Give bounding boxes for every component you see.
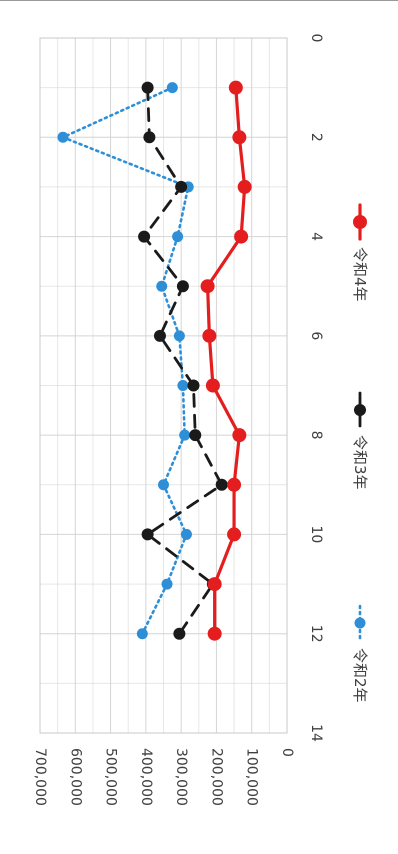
legend-marker	[354, 617, 366, 629]
y-tick-label: 0	[279, 748, 295, 757]
data-point	[138, 230, 151, 243]
y-tick-label: 600,000	[67, 748, 83, 806]
x-axis-tick-labels: 0 2 4 6 8 10 12 14	[308, 34, 324, 742]
y-tick-label: 100,000	[244, 748, 260, 806]
y-tick-label: 500,000	[103, 748, 119, 806]
data-point	[232, 130, 247, 145]
data-point	[141, 81, 154, 94]
data-point	[227, 527, 242, 542]
data-point	[227, 477, 242, 492]
data-point	[215, 478, 228, 491]
data-point	[158, 479, 169, 491]
series-line	[205, 86, 247, 636]
data-point	[175, 180, 188, 193]
x-tick-label: 4	[308, 232, 324, 241]
x-tick-label: 8	[308, 431, 324, 440]
y-axis-tick-labels: 0 100,000 200,000 300,000 400,000 500,000 600,…	[32, 748, 295, 806]
plot-area-border	[39, 37, 288, 734]
data-point	[153, 329, 166, 342]
data-point	[205, 378, 220, 393]
x-tick-label: 10	[308, 526, 324, 544]
data-point	[228, 80, 243, 95]
x-tick-label: 0	[308, 34, 324, 43]
legend-marker	[353, 215, 367, 229]
data-point	[237, 179, 252, 194]
data-point	[234, 229, 249, 244]
data-point	[179, 429, 191, 441]
data-point	[141, 528, 154, 541]
data-point	[136, 628, 148, 640]
data-point	[180, 528, 192, 540]
data-point	[189, 429, 202, 442]
data-point	[187, 379, 200, 392]
data-point	[143, 131, 156, 144]
legend-label: 令和3年	[351, 435, 369, 490]
legend-label: 令和2年	[351, 648, 369, 703]
data-point	[156, 280, 168, 292]
y-tick-label: 200,000	[208, 748, 224, 806]
data-point	[176, 280, 189, 293]
legend-label: 令和4年	[351, 247, 369, 302]
series-lines	[57, 80, 252, 641]
x-tick-label: 6	[308, 331, 324, 340]
data-point	[232, 428, 247, 443]
legend: 令和2年 令和3年 令和4年	[351, 203, 369, 703]
data-point	[173, 627, 186, 640]
data-point	[173, 330, 185, 342]
data-point	[177, 380, 189, 391]
legend-marker	[354, 404, 366, 416]
data-point	[202, 328, 217, 343]
data-point	[172, 231, 184, 243]
y-tick-label: 700,000	[32, 748, 48, 806]
series-line	[142, 86, 224, 636]
data-point	[207, 577, 222, 592]
data-point	[161, 578, 173, 590]
x-tick-label: 12	[308, 625, 324, 643]
data-point	[166, 82, 178, 94]
y-tick-label: 400,000	[138, 748, 154, 806]
y-tick-label: 300,000	[173, 748, 189, 806]
data-point	[57, 131, 69, 143]
x-tick-label: 14	[308, 724, 324, 742]
data-point	[200, 279, 215, 294]
x-tick-label: 2	[308, 133, 324, 142]
data-point	[207, 626, 222, 641]
